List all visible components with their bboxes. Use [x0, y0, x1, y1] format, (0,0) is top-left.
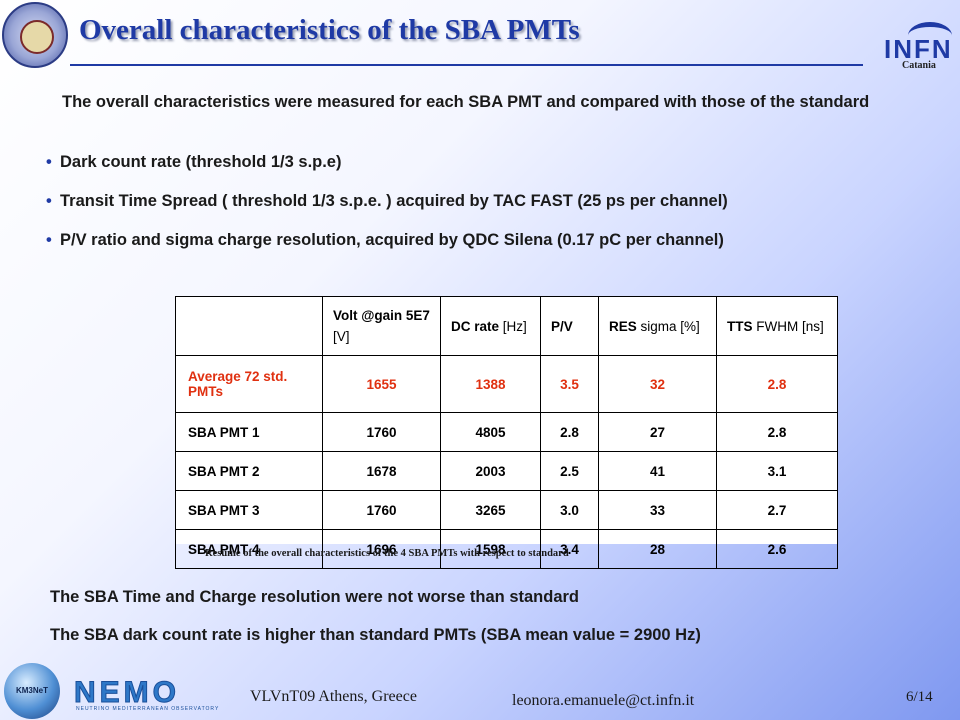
table-caption: Resume of the overall characteristics of… — [205, 548, 569, 559]
table-row: SBA PMT 3 1760 3265 3.0 33 2.7 — [175, 490, 838, 530]
table-cell: 1388 — [440, 355, 541, 413]
bullet-item: • Transit Time Spread ( threshold 1/3 s.p… — [46, 189, 876, 213]
header-cell-dc-rate: DC rate [Hz] — [440, 296, 541, 356]
nemo-logo-subtitle: NEUTRINO MEDITERRANEAN OBSERVATORY — [76, 706, 220, 712]
header-cell-pv: P/V — [540, 296, 599, 356]
header-cell-tts: TTS FWHM [ns] — [716, 296, 838, 356]
table-row: SBA PMT 4 1696 1598 3.4 28 2.6 — [175, 529, 838, 569]
bullet-list: • Dark count rate (threshold 1/3 s.p.e) •… — [46, 150, 876, 267]
table-cell: Average 72 std. PMTs — [175, 355, 323, 413]
infn-logo-letters: INFN — [884, 34, 953, 64]
bullet-item: • Dark count rate (threshold 1/3 s.p.e) — [46, 150, 876, 174]
table-row-standard-average: Average 72 std. PMTs 1655 1388 3.5 32 2.… — [175, 355, 838, 413]
table-cell: 28 — [598, 529, 717, 569]
table-cell: 3.5 — [540, 355, 599, 413]
bullet-text: Dark count rate (threshold 1/3 s.p.e) — [60, 153, 342, 171]
bullet-text: P/V ratio and sigma charge resolution, a… — [60, 231, 724, 249]
table-cell: 3265 — [440, 490, 541, 530]
seal-emblem-icon — [20, 20, 54, 54]
table-row: SBA PMT 2 1678 2003 2.5 41 3.1 — [175, 451, 838, 491]
table-cell: 2.8 — [716, 355, 838, 413]
km3net-logo: KM3NeT — [4, 663, 60, 719]
table-cell: 41 — [598, 451, 717, 491]
table-cell: SBA PMT 4 — [175, 529, 323, 569]
km3net-logo-text: KM3NeT — [15, 686, 48, 695]
table-cell: 2.8 — [540, 412, 599, 452]
table-cell: 33 — [598, 490, 717, 530]
title-underline — [70, 64, 863, 66]
results-table: Volt @gain 5E7 [V] DC rate [Hz] P/V RES … — [175, 296, 838, 569]
table-cell: 2.5 — [540, 451, 599, 491]
bullet-text: Transit Time Spread ( threshold 1/3 s.p.… — [60, 192, 728, 210]
table-cell: 2003 — [440, 451, 541, 491]
table-cell: 4805 — [440, 412, 541, 452]
table-cell: SBA PMT 3 — [175, 490, 323, 530]
slide-title: Overall characteristics of the SBA PMTs — [79, 14, 580, 46]
nemo-logo: NEMO NEUTRINO MEDITERRANEAN OBSERVATORY — [74, 676, 219, 714]
bullet-item: • P/V ratio and sigma charge resolution, … — [46, 228, 876, 252]
bullet-dot-icon: • — [46, 153, 52, 171]
table-row: SBA PMT 1 1760 4805 2.8 27 2.8 — [175, 412, 838, 452]
infn-logo: INFN Catania — [878, 20, 958, 71]
results-table-container: Volt @gain 5E7 [V] DC rate [Hz] P/V RES … — [175, 296, 838, 569]
header-cell-empty — [175, 296, 323, 356]
table-cell: 27 — [598, 412, 717, 452]
nemo-logo-text: NEMO — [74, 676, 180, 710]
table-cell: 2.6 — [716, 529, 838, 569]
conclusion-text: The SBA Time and Charge resolution were … — [50, 588, 580, 606]
bullet-dot-icon: • — [46, 231, 52, 249]
header-cell-res: RES sigma [%] — [598, 296, 717, 356]
infn-arc-icon — [908, 22, 952, 49]
table-cell: 1678 — [322, 451, 441, 491]
table-cell: 3.1 — [716, 451, 838, 491]
conclusion-text: The SBA dark count rate is higher than s… — [50, 626, 701, 644]
table-cell: 1598 — [440, 529, 541, 569]
university-seal-logo — [2, 2, 68, 68]
table-cell: 2.7 — [716, 490, 838, 530]
table-cell: 1655 — [322, 355, 441, 413]
footer-email: leonora.emanuele@ct.infn.it — [512, 692, 695, 709]
table-cell: SBA PMT 1 — [175, 412, 323, 452]
table-cell: 2.8 — [716, 412, 838, 452]
footer-event: VLVnT09 Athens, Greece — [250, 688, 417, 705]
table-header-row: Volt @gain 5E7 [V] DC rate [Hz] P/V RES … — [175, 296, 838, 356]
table-cell: SBA PMT 2 — [175, 451, 323, 491]
bullet-dot-icon: • — [46, 192, 52, 210]
table-cell: 3.0 — [540, 490, 599, 530]
page-number: 6/14 — [906, 689, 933, 705]
table-cell: 1760 — [322, 412, 441, 452]
infn-logo-city: Catania — [902, 60, 936, 71]
header-cell-voltage: Volt @gain 5E7 [V] — [322, 296, 441, 356]
table-cell: 1696 — [322, 529, 441, 569]
table-cell: 32 — [598, 355, 717, 413]
intro-text: The overall characteristics were measure… — [62, 93, 870, 111]
table-cell: 1760 — [322, 490, 441, 530]
